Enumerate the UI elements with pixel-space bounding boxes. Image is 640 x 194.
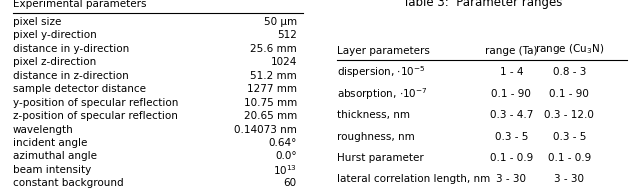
Text: 3 - 30: 3 - 30 [554, 174, 584, 184]
Text: 0.0°: 0.0° [275, 152, 297, 161]
Text: 1024: 1024 [271, 57, 297, 67]
Text: Hurst parameter: Hurst parameter [337, 153, 424, 163]
Text: 0.3 - 5: 0.3 - 5 [495, 132, 528, 142]
Text: Experimental parameters: Experimental parameters [13, 0, 147, 10]
Text: pixel z-direction: pixel z-direction [13, 57, 96, 67]
Text: range (Cu$_3$N): range (Cu$_3$N) [534, 42, 604, 56]
Text: 20.65 mm: 20.65 mm [244, 111, 297, 121]
Text: azimuthal angle: azimuthal angle [13, 152, 97, 161]
Text: 0.1 - 0.9: 0.1 - 0.9 [490, 153, 533, 163]
Text: 0.14073 nm: 0.14073 nm [234, 125, 297, 134]
Text: 60: 60 [284, 178, 297, 188]
Text: 0.3 - 4.7: 0.3 - 4.7 [490, 110, 533, 120]
Text: sample detector distance: sample detector distance [13, 84, 146, 94]
Text: absorption, $\cdot10^{-7}$: absorption, $\cdot10^{-7}$ [337, 86, 428, 102]
Text: constant background: constant background [13, 178, 124, 188]
Text: wavelength: wavelength [13, 125, 74, 134]
Text: 0.1 - 90: 0.1 - 90 [549, 89, 589, 99]
Text: 51.2 mm: 51.2 mm [250, 71, 297, 81]
Text: $10^{13}$: $10^{13}$ [273, 163, 297, 177]
Text: z-position of specular reflection: z-position of specular reflection [13, 111, 178, 121]
Text: distance in y-direction: distance in y-direction [13, 44, 129, 54]
Text: 0.8 - 3: 0.8 - 3 [552, 67, 586, 77]
Text: 10.75 mm: 10.75 mm [244, 98, 297, 108]
Text: distance in z-direction: distance in z-direction [13, 71, 129, 81]
Text: 0.1 - 90: 0.1 - 90 [492, 89, 531, 99]
Text: pixel size: pixel size [13, 17, 61, 27]
Text: 1277 mm: 1277 mm [247, 84, 297, 94]
Text: 0.3 - 12.0: 0.3 - 12.0 [544, 110, 594, 120]
Text: 0.3 - 5: 0.3 - 5 [552, 132, 586, 142]
Text: range (Ta): range (Ta) [485, 46, 538, 56]
Text: 50 μm: 50 μm [264, 17, 297, 27]
Text: thickness, nm: thickness, nm [337, 110, 410, 120]
Text: roughness, nm: roughness, nm [337, 132, 415, 142]
Text: y-position of specular reflection: y-position of specular reflection [13, 98, 178, 108]
Text: 1 - 4: 1 - 4 [500, 67, 523, 77]
Text: 25.6 mm: 25.6 mm [250, 44, 297, 54]
Text: dispersion, $\cdot10^{-5}$: dispersion, $\cdot10^{-5}$ [337, 64, 426, 80]
Text: pixel y-direction: pixel y-direction [13, 30, 97, 40]
Text: 3 - 30: 3 - 30 [496, 174, 526, 184]
Text: 0.64°: 0.64° [268, 138, 297, 148]
Text: 512: 512 [277, 30, 297, 40]
Text: lateral correlation length, nm: lateral correlation length, nm [337, 174, 491, 184]
Text: beam intensity: beam intensity [13, 165, 91, 175]
Text: 0.1 - 0.9: 0.1 - 0.9 [548, 153, 591, 163]
Text: Table 3:  Parameter ranges: Table 3: Parameter ranges [403, 0, 562, 10]
Text: incident angle: incident angle [13, 138, 87, 148]
Text: Layer parameters: Layer parameters [337, 46, 430, 56]
